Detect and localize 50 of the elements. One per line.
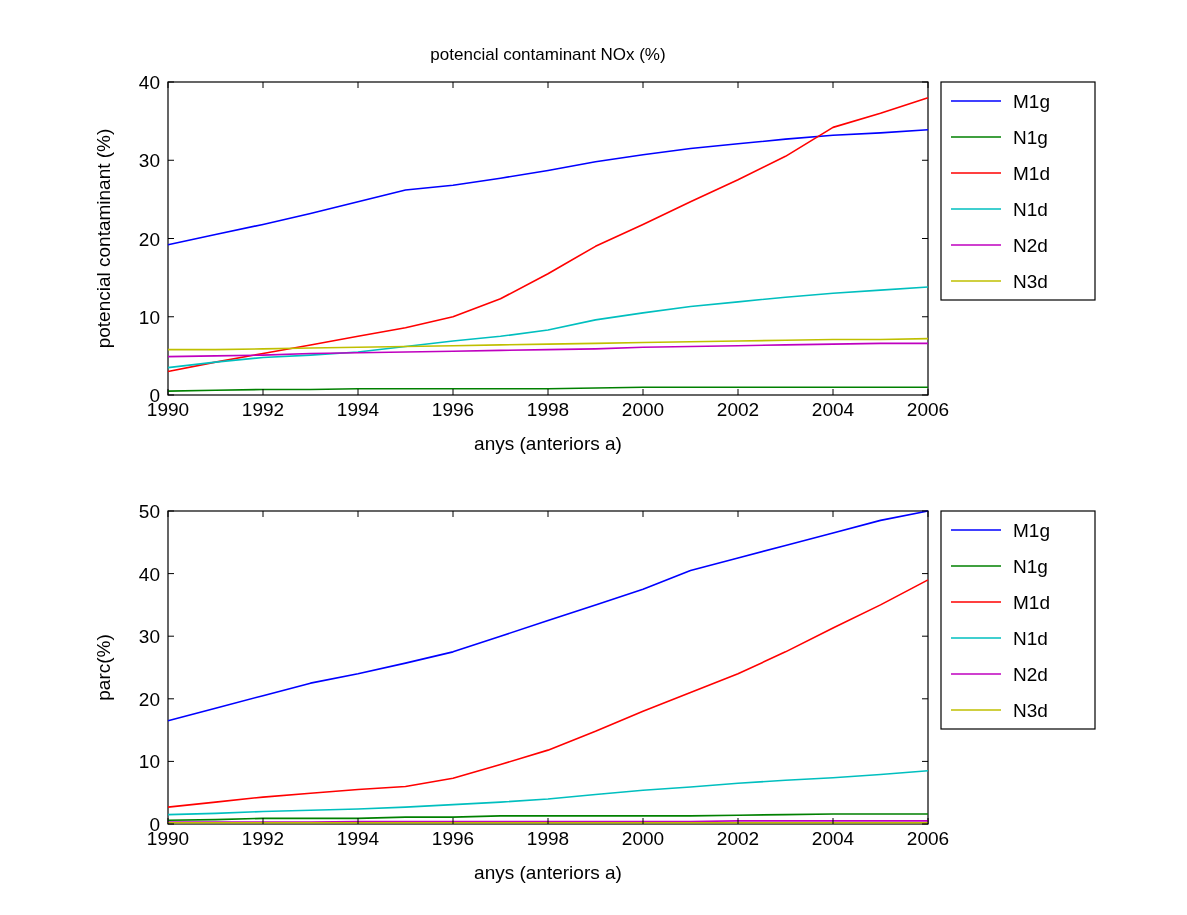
x-tick-label: 1992: [241, 399, 285, 420]
x-tick-label: 1998: [526, 399, 570, 420]
legend-label: N1g: [1013, 127, 1048, 148]
y-tick-label: 10: [138, 306, 160, 328]
x-tick-label: 2004: [811, 399, 855, 420]
line-series: [167, 128, 929, 246]
x-tick-label: 1994: [336, 828, 380, 849]
y-tick-label: 50: [138, 501, 160, 522]
legend-label: N3d: [1013, 700, 1048, 721]
y-tick-label: 30: [138, 626, 160, 648]
legend-label: M1g: [1013, 520, 1050, 541]
x-tick-label: 2000: [621, 828, 665, 849]
x-tick-label: 2002: [716, 828, 760, 849]
x-tick-label: 2006: [906, 828, 950, 849]
y-axis-title: potencial contaminant (%): [93, 128, 114, 349]
legend-label: N3d: [1013, 271, 1048, 292]
legend-label: M1g: [1013, 91, 1050, 112]
x-tick-label: 1996: [431, 399, 475, 420]
legend-label: N1d: [1013, 199, 1048, 220]
y-tick-label: 40: [138, 563, 160, 585]
line-series: [167, 813, 929, 822]
legend-label: N1d: [1013, 628, 1048, 649]
chart-title: potencial contaminant NOx (%): [430, 45, 666, 64]
line-series: [167, 96, 929, 373]
line-series: [167, 579, 929, 808]
x-tick-label: 2000: [621, 399, 665, 420]
legend-label: M1d: [1013, 592, 1050, 613]
line-series: [167, 769, 929, 816]
y-tick-label: 20: [138, 688, 160, 710]
x-tick-label: 1992: [241, 828, 285, 849]
legend-label: N2d: [1013, 235, 1048, 256]
y-tick-label: 30: [138, 150, 160, 172]
x-tick-label: 2002: [716, 399, 760, 420]
line-series: [167, 286, 929, 369]
line-series: [167, 337, 929, 351]
x-axis-title: anys (anteriors a): [474, 433, 622, 454]
x-tick-label: 1996: [431, 828, 475, 849]
y-tick-label: 20: [138, 228, 160, 250]
legend-label: N1g: [1013, 556, 1048, 577]
x-axis-title: anys (anteriors a): [474, 862, 622, 883]
x-tick-label: 1994: [336, 399, 380, 420]
legend-label: M1d: [1013, 163, 1050, 184]
legend-label: N2d: [1013, 664, 1048, 685]
line-series: [167, 342, 929, 358]
y-tick-label: 40: [138, 72, 160, 93]
x-tick-label: 2006: [906, 399, 950, 420]
y-axis-title: parc(%): [93, 634, 114, 701]
x-tick-label: 2004: [811, 828, 855, 849]
x-tick-label: 1998: [526, 828, 570, 849]
y-tick-label: 10: [138, 751, 160, 773]
